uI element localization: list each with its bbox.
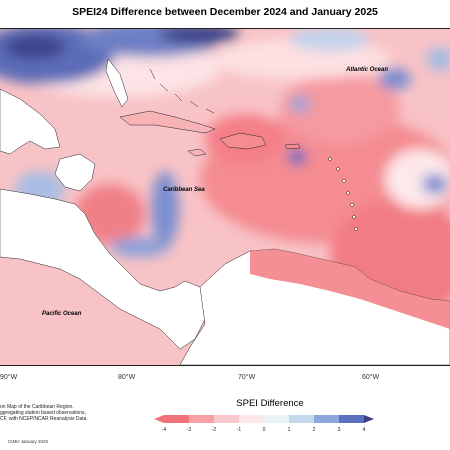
atlantic-ocean-label: Atlantic Ocean [345,67,388,73]
colorbar-segment [339,415,364,423]
colorbar-tick-label: 1 [288,427,291,433]
colorbar-tick-label: 4 [363,427,366,433]
colorbar-tick-label: -1 [237,427,242,433]
colorbar-min-arrow [154,415,164,423]
footer-credit: CIMH January 2025 [8,439,49,444]
hispaniola-island [219,132,267,150]
caribbean-sea-label: Caribbean Sea [163,187,205,193]
colorbar: -4 -3 -2 -1 0 1 2 3 4 [154,415,374,433]
colorbar-tick-label: 2 [313,427,316,433]
cuba-island [119,110,216,134]
lon-label-80w: 80°W [118,374,136,381]
colorbar-segment [239,415,264,423]
spei-map: Atlantic Ocean Caribbean Sea Pacific Oce… [0,29,450,365]
florida-land [105,58,129,108]
pacific-ocean-label: Pacific Ocean [42,311,82,317]
lesser-antilles [328,157,358,231]
credit-text: on Map of the Caribbean Region. ggregati… [0,404,110,422]
yucatan-land [54,153,96,192]
credit-line-2: ggregating station based observations, [0,410,86,416]
colorbar-segment [264,415,289,423]
map-area: Atlantic Ocean Caribbean Sea Pacific Oce… [0,28,450,366]
colorbar-tick-label: -2 [212,427,217,433]
colorbar-tick-label: 3 [338,427,341,433]
credit-line-1: on Map of the Caribbean Region. [0,404,74,410]
puerto-rico-island [284,143,301,150]
north-america-land [0,88,61,155]
venezuela-drought-overlay [250,249,450,329]
lon-label-70w: 70°W [238,374,256,381]
lon-label-60w: 60°W [362,374,380,381]
credit-line-3: CF, with NCEP/NCAR Reanalysis Data. [0,416,88,422]
bahamas-islands [149,68,215,114]
colorbar-tick-label: 0 [263,427,266,433]
spei-anomaly-field [0,29,450,319]
jamaica-island [187,148,207,157]
colorbar-title: SPEI Difference [236,398,304,409]
colorbar-tick-label: -3 [187,427,192,433]
colorbar-tick-label: -4 [162,427,167,433]
lon-label-90w: 90°W [0,374,18,381]
map-title: SPEI24 Difference between December 2024 … [72,6,378,18]
colorbar-segment [214,415,239,423]
colorbar-max-arrow [364,415,374,423]
colorbar-segment [289,415,314,423]
colorbar-segment [164,415,189,423]
colorbar-segment [314,415,339,423]
colorbar-segment [189,415,214,423]
